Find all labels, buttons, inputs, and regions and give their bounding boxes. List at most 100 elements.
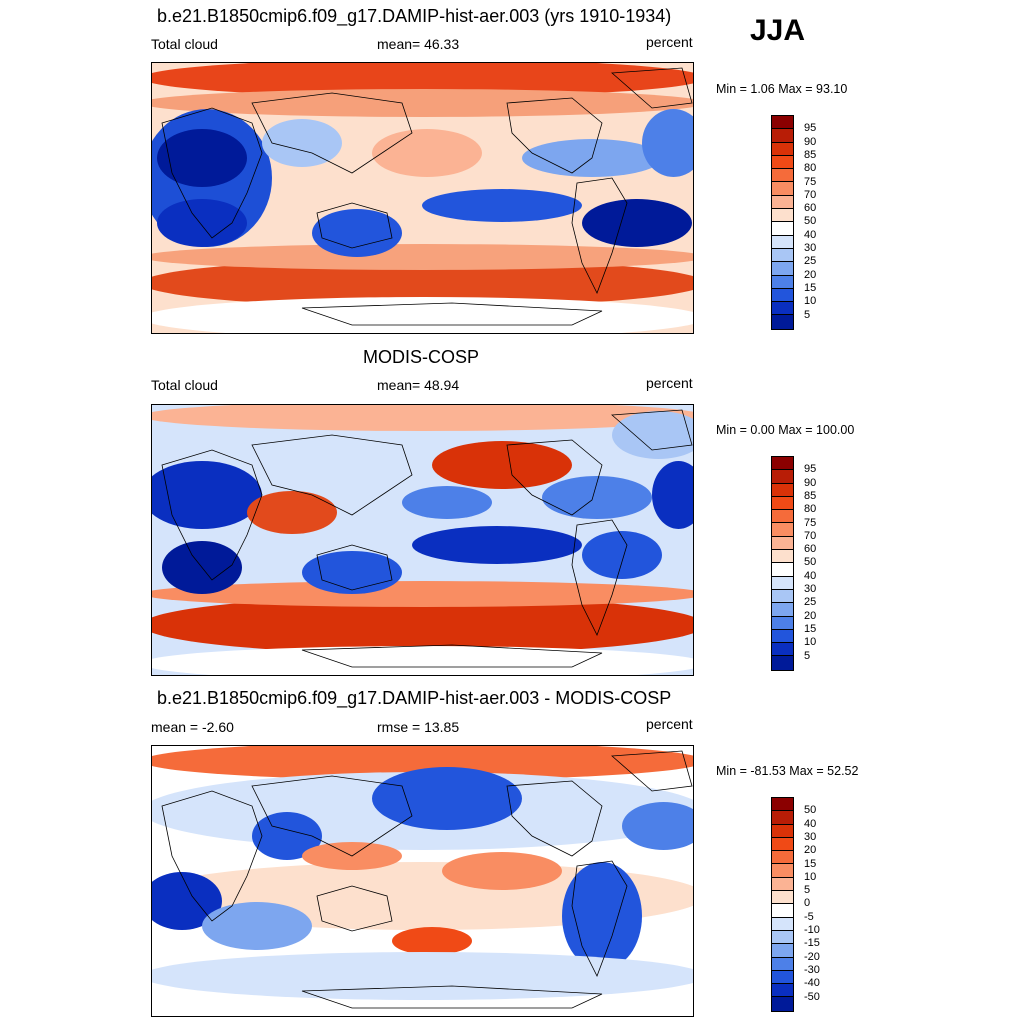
- colorbar-tick-label: -30: [804, 963, 820, 976]
- map-contour-region: [372, 767, 522, 830]
- map-contour-region: [312, 209, 402, 257]
- map-contour-region: [152, 746, 693, 780]
- variable-label: Total cloud: [151, 36, 218, 52]
- colorbar-tick-label: 90: [804, 476, 817, 489]
- colorbar-box: [772, 811, 793, 825]
- map-contour-region: [542, 476, 652, 519]
- map-contour-region: [622, 802, 693, 850]
- map-contour-region: [642, 109, 693, 177]
- coastline: [506, 439, 603, 516]
- coastline: [251, 92, 413, 174]
- colorbar-box: [772, 288, 793, 303]
- map-contour-region: [612, 411, 693, 459]
- colorbar-box: [772, 997, 793, 1011]
- coastline: [611, 750, 693, 792]
- colorbar-box: [772, 576, 793, 590]
- mean-label: mean= 46.33: [377, 36, 460, 52]
- colorbar-tick-label: 25: [804, 596, 817, 609]
- colorbar-box: [772, 483, 793, 497]
- colorbar-tick-label: 70: [804, 529, 817, 542]
- colorbar: [771, 797, 794, 1012]
- colorbar-box: [772, 904, 793, 918]
- colorbar-tick-label: 60: [804, 202, 817, 215]
- colorbar-tick-label: 25: [804, 255, 817, 268]
- map-contour-region: [392, 927, 472, 955]
- colorbar-tick-label: 15: [804, 281, 817, 294]
- map-contour-region: [652, 461, 693, 529]
- coastline: [316, 544, 393, 591]
- map-contour-region: [302, 551, 402, 594]
- rmse-label: rmse = 13.85: [377, 719, 460, 735]
- map-contour-region: [562, 862, 642, 970]
- coastline: [251, 775, 413, 857]
- map-contour-region: [152, 244, 693, 270]
- colorbar-tick-label: 20: [804, 609, 817, 622]
- colorbar: [771, 115, 794, 330]
- colorbar-tick-label: -20: [804, 950, 820, 963]
- coastline: [316, 202, 393, 249]
- map-field: [152, 63, 693, 333]
- panel-title: b.e21.B1850cmip6.f09_g17.DAMIP-hist-aer.…: [157, 688, 672, 708]
- colorbar-box: [772, 629, 793, 644]
- map-contour-region: [372, 129, 482, 177]
- colorbar-box: [772, 550, 793, 564]
- colorbar-tick-label: 75: [804, 175, 817, 188]
- map-contour-region: [252, 812, 322, 860]
- colorbar-box: [772, 235, 793, 249]
- colorbar-box: [772, 957, 793, 971]
- colorbar-tick-label: 30: [804, 583, 817, 595]
- coastline: [316, 885, 393, 932]
- map-contour-region: [157, 129, 247, 187]
- coastline: [571, 860, 628, 977]
- colorbar-box: [772, 470, 793, 484]
- colorbar-box: [772, 944, 793, 958]
- colorbar-box: [772, 864, 793, 878]
- colorbar-tick-label: 10: [804, 636, 817, 649]
- min-max-label: Min = -81.53 Max = 52.52: [716, 764, 859, 778]
- colorbar-box: [772, 195, 793, 210]
- mean-label: mean = -2.60: [151, 719, 234, 735]
- colorbar-tick-label: 95: [804, 122, 817, 135]
- map-contour-region: [152, 89, 693, 117]
- coastline: [611, 67, 693, 109]
- cloud-map: [151, 404, 694, 676]
- colorbar-box: [772, 169, 793, 183]
- map-contour-region: [152, 872, 222, 930]
- colorbar-tick-label: 30: [804, 242, 817, 254]
- colorbar-tick-label: 10: [804, 295, 817, 308]
- colorbar-tick-label: 40: [804, 569, 817, 582]
- coastline: [251, 434, 413, 516]
- colorbar-box: [772, 837, 793, 852]
- min-max-label: Min = 1.06 Max = 93.10: [716, 82, 848, 96]
- colorbar-tick-label: 75: [804, 516, 817, 529]
- colorbar-tick-label: -40: [804, 977, 820, 990]
- colorbar-box: [772, 155, 793, 170]
- coastline: [161, 449, 263, 581]
- map-contour-region: [152, 952, 693, 1000]
- colorbar-box: [772, 970, 793, 985]
- colorbar-tick-label: 60: [804, 543, 817, 556]
- colorbar-tick-label: 50: [804, 804, 817, 817]
- map-contour-region: [157, 199, 247, 247]
- colorbar-tick-label: 20: [804, 844, 817, 857]
- colorbar: [771, 456, 794, 671]
- min-max-label: Min = 0.00 Max = 100.00: [716, 423, 855, 437]
- colorbar-tick-label: -50: [804, 990, 820, 1003]
- units-label: percent: [646, 375, 693, 391]
- units-label: percent: [646, 34, 693, 50]
- colorbar-box: [772, 589, 793, 604]
- colorbar-box: [772, 616, 793, 630]
- colorbar-box: [772, 563, 793, 577]
- map-contour-region: [152, 596, 693, 654]
- colorbar-box: [772, 315, 793, 329]
- colorbar-tick-label: 10: [804, 870, 817, 883]
- map-contour-region: [152, 405, 693, 431]
- colorbar-box: [772, 643, 793, 657]
- coastline: [301, 985, 603, 1009]
- colorbar-box: [772, 209, 793, 223]
- colorbar-box: [772, 116, 793, 130]
- mean-label: mean= 48.94: [377, 377, 460, 393]
- colorbar-tick-label: 15: [804, 622, 817, 635]
- map-contour-region: [152, 581, 693, 607]
- cloud-map: [151, 745, 694, 1017]
